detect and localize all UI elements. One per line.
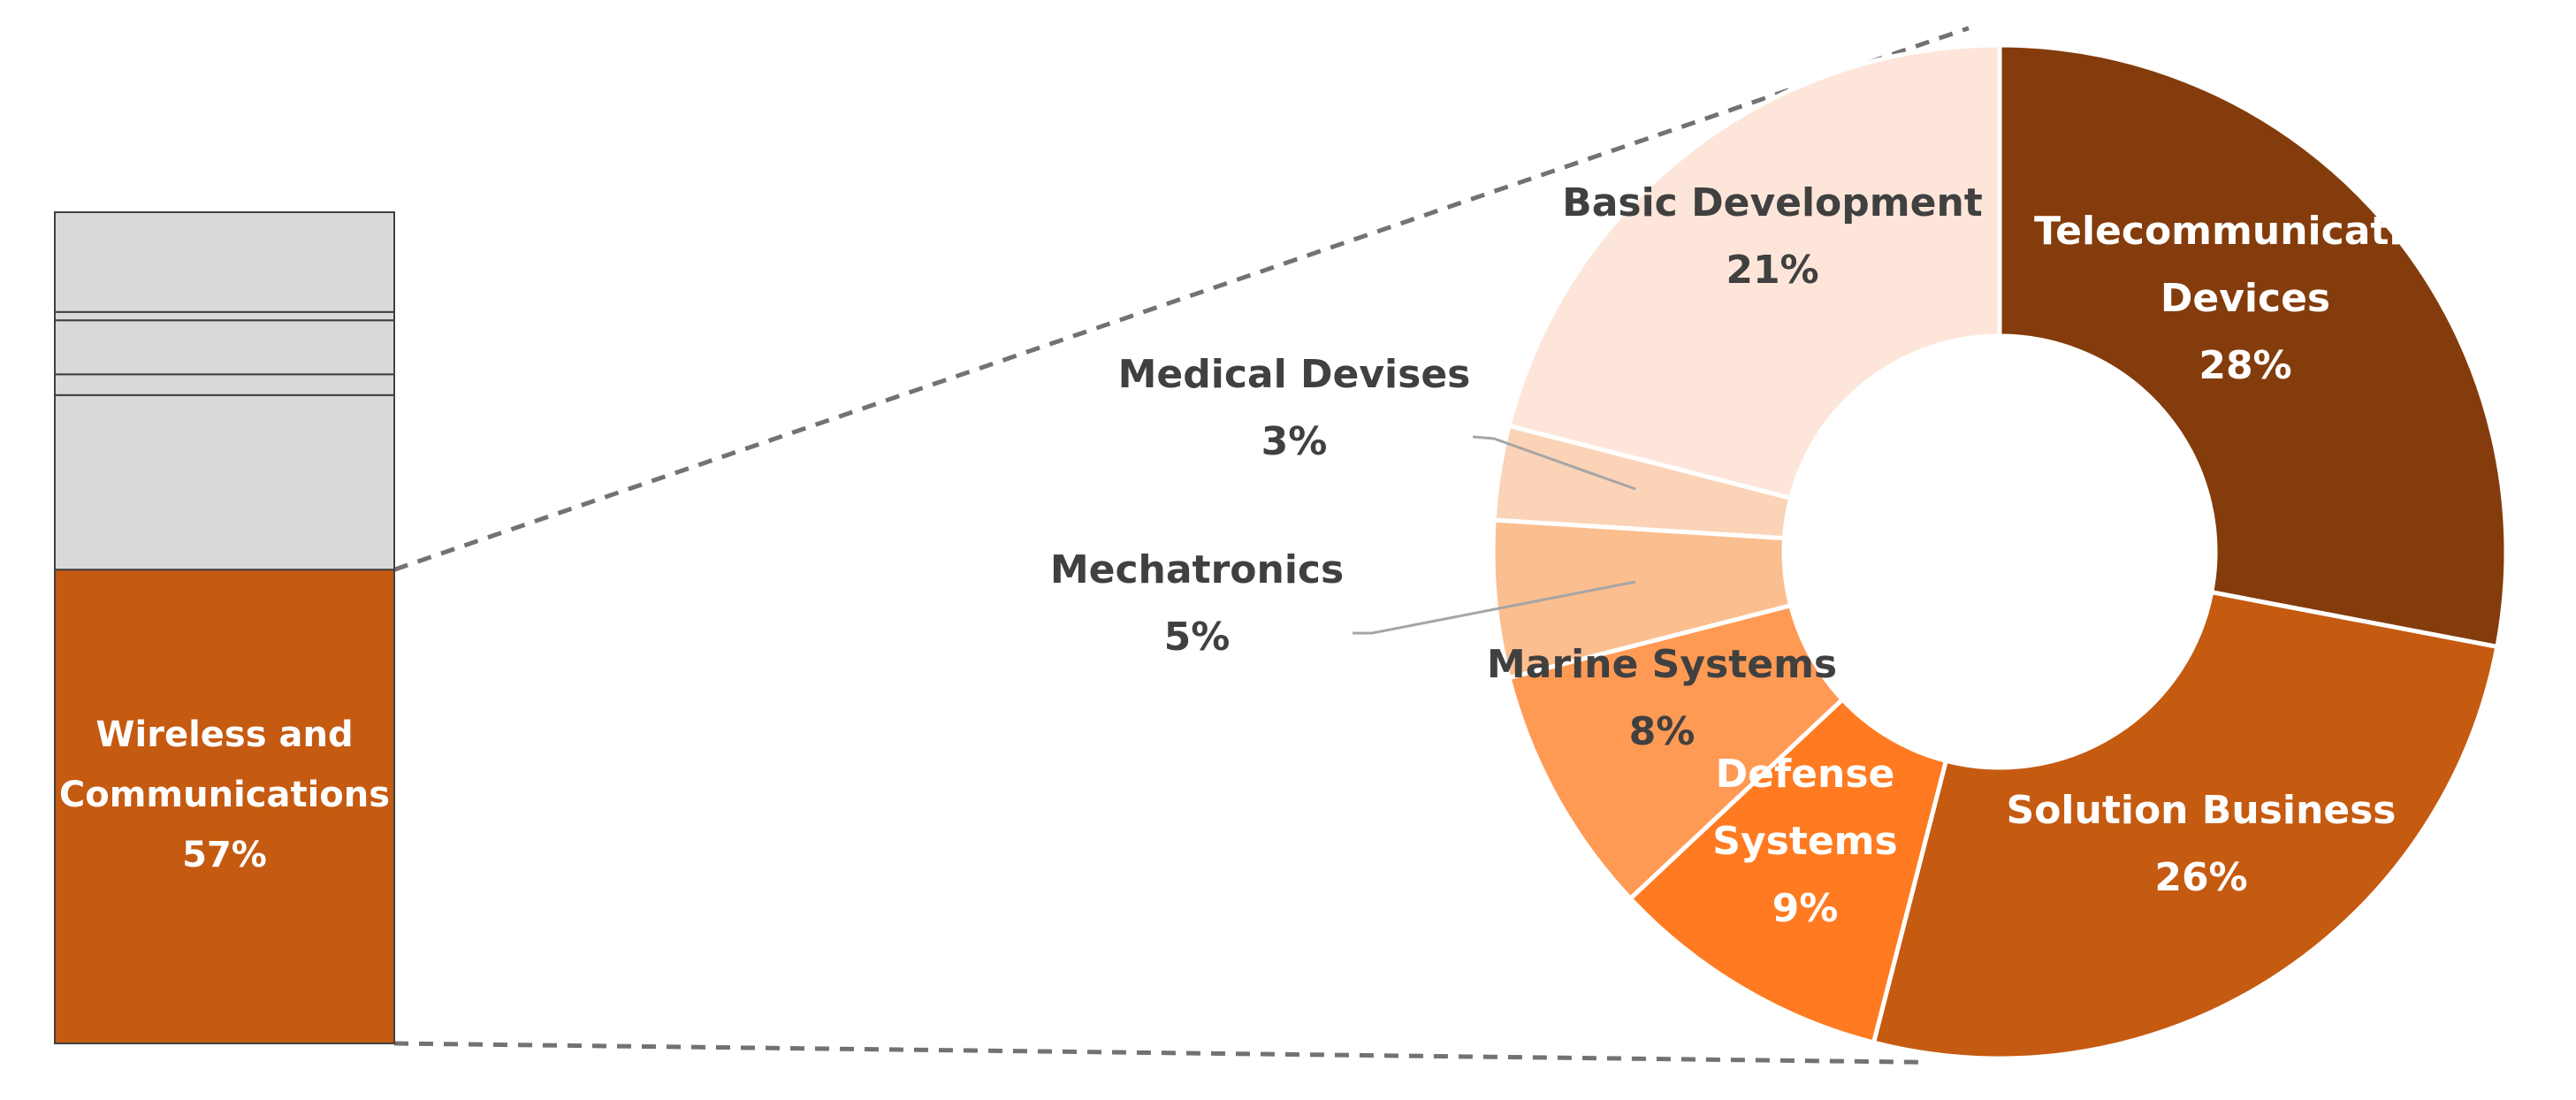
slice-label-basic-development-line-0: Basic Development	[1562, 180, 1983, 225]
slice-label-solution-business-percent: 26%	[2154, 855, 2247, 900]
slice-label-mechatronics-percent: 5%	[1164, 615, 1231, 660]
connector-line-bottom	[393, 1041, 1928, 1065]
connector-line-top	[393, 26, 1970, 572]
bar-label-percent: 57%	[182, 835, 267, 875]
slice-label-defense-systems-percent: 9%	[1772, 886, 1839, 931]
slice-label-mechatronics-line-0: Mechatronics	[1050, 547, 1344, 592]
donut-chart	[1490, 42, 2509, 1061]
bar-segment-other-5	[54, 211, 395, 313]
slice-label-solution-business-line-0: Solution Business	[2007, 788, 2397, 833]
slice-label-telecommunication-devices-percent: 28%	[2199, 343, 2291, 388]
slice-label-defense-systems-line-1: Systems	[1712, 819, 1897, 864]
slice-label-marine-systems-line-0: Marine Systems	[1487, 642, 1837, 687]
slice-label-marine-systems-percent: 8%	[1629, 709, 1696, 754]
donut-slice-defense-systems	[1627, 696, 1949, 1046]
bar-segment-other-1	[54, 393, 395, 571]
leader-lines	[1353, 435, 1636, 635]
donut-slice-basic-development	[1505, 42, 2002, 501]
slice-label-defense-systems-line-0: Defense	[1716, 752, 1895, 797]
stacked-bar	[54, 211, 395, 1044]
slice-label-basic-development-percent: 21%	[1726, 248, 1818, 293]
chart-labels: Wireless and Communications 57% Telecommuni…	[59, 180, 2457, 931]
bar-segment-other-2	[54, 373, 395, 396]
donut-slice-marine-systems	[1505, 602, 1846, 902]
donut-slice-solution-business	[1871, 589, 2500, 1061]
slice-label-telecommunication-devices-line-0: Telecommunication	[2034, 209, 2457, 254]
leader-line-mechatronics	[1353, 580, 1636, 635]
leader-line-medical-devises	[1472, 435, 1636, 491]
bar-segment-other-4	[54, 310, 395, 322]
bar-label-line-1: Communications	[59, 775, 390, 815]
donut-slice-telecommunication-devices	[1997, 42, 2509, 650]
connector-lines	[393, 26, 1970, 1065]
bar-segment-wireless-and-communications	[54, 569, 395, 1044]
slice-label-telecommunication-devices-line-1: Devices	[2161, 276, 2330, 321]
slice-label-medical-devises-line-0: Medical Devises	[1118, 352, 1471, 397]
slice-label-medical-devises-percent: 3%	[1261, 419, 1328, 464]
bar-segment-other-3	[54, 319, 395, 376]
bar-label-line-0: Wireless and	[95, 714, 353, 755]
